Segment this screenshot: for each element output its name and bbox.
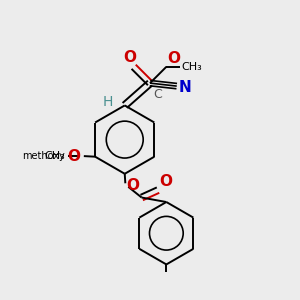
Text: methoxy: methoxy — [22, 151, 65, 161]
Text: CH₃: CH₃ — [44, 151, 65, 161]
Text: N: N — [178, 80, 191, 95]
Text: C: C — [154, 88, 162, 101]
Text: H: H — [103, 95, 113, 110]
Text: O: O — [127, 178, 140, 193]
Text: O: O — [124, 50, 136, 65]
Text: CH₃: CH₃ — [181, 62, 202, 72]
Text: O: O — [67, 148, 80, 164]
Text: O: O — [160, 174, 172, 189]
Text: O: O — [167, 51, 180, 66]
